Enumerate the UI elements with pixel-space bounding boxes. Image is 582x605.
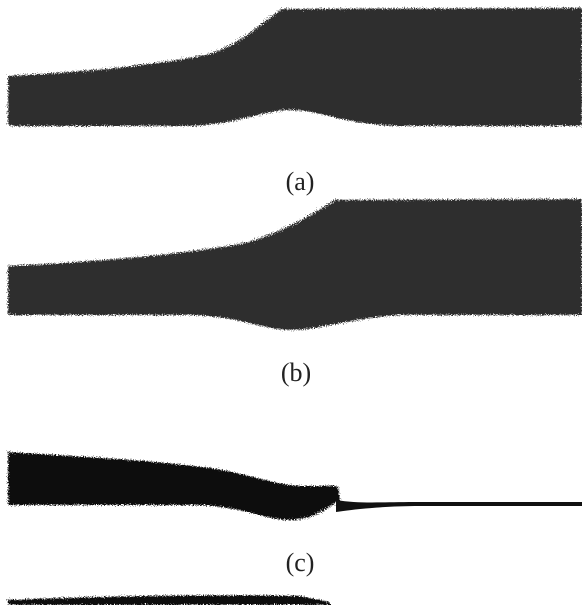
panel-c <box>8 452 582 520</box>
panel-b <box>8 199 582 330</box>
panel-label: (c) <box>286 548 315 577</box>
panel-label: (b) <box>281 358 311 387</box>
front-shape <box>8 452 340 520</box>
front-shape <box>8 199 582 330</box>
panel-label: (a) <box>286 167 315 196</box>
front-shape <box>8 8 582 126</box>
panel-a <box>8 8 582 126</box>
front-shape <box>8 595 330 605</box>
panel-d-partial <box>8 595 330 605</box>
trailing-film <box>336 500 582 512</box>
